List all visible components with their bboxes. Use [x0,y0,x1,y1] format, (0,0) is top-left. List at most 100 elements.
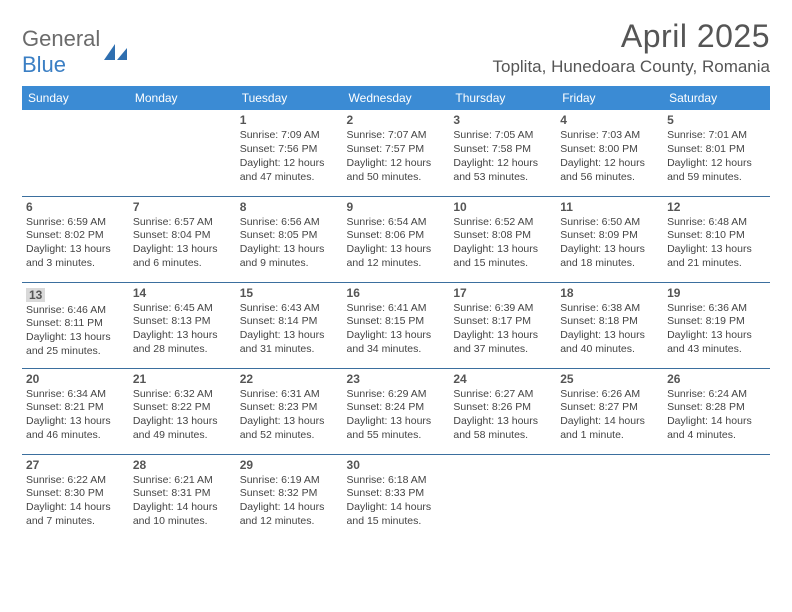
day-info: Sunrise: 6:48 AMSunset: 8:10 PMDaylight:… [667,216,766,271]
day-info: Sunrise: 6:24 AMSunset: 8:28 PMDaylight:… [667,388,766,443]
day-info: Sunrise: 6:57 AMSunset: 8:04 PMDaylight:… [133,216,232,271]
sunset-line: Sunset: 8:22 PM [133,401,232,415]
sunset-line: Sunset: 8:26 PM [453,401,552,415]
day-info: Sunrise: 6:46 AMSunset: 8:11 PMDaylight:… [26,304,125,359]
sunset-line: Sunset: 8:01 PM [667,143,766,157]
calendar-day: 10Sunrise: 6:52 AMSunset: 8:08 PMDayligh… [449,196,556,282]
calendar-day: 16Sunrise: 6:41 AMSunset: 8:15 PMDayligh… [343,282,450,368]
sunset-line: Sunset: 8:21 PM [26,401,125,415]
title-block: April 2025 Toplita, Hunedoara County, Ro… [492,18,770,77]
day-number: 3 [453,113,552,127]
daylight-line: Daylight: 13 hours and 55 minutes. [347,415,446,443]
calendar-day: 29Sunrise: 6:19 AMSunset: 8:32 PMDayligh… [236,454,343,540]
calendar-day: 5 Sunrise: 7:01 AMSunset: 8:01 PMDaylight… [663,110,770,196]
calendar-day: 23Sunrise: 6:29 AMSunset: 8:24 PMDayligh… [343,368,450,454]
day-number: 1 [240,113,339,127]
day-info: Sunrise: 7:05 AMSunset: 7:58 PMDaylight:… [453,129,552,184]
sunrise-line: Sunrise: 6:18 AM [347,474,446,488]
day-info: Sunrise: 7:01 AMSunset: 8:01 PMDaylight:… [667,129,766,184]
sunrise-line: Sunrise: 6:38 AM [560,302,659,316]
daylight-line: Daylight: 14 hours and 4 minutes. [667,415,766,443]
sunset-line: Sunset: 7:58 PM [453,143,552,157]
calendar-day: 21 Sunrise: 6:32 AMSunset: 8:22 PMDayligh… [129,368,236,454]
sunset-line: Sunset: 8:15 PM [347,315,446,329]
month-title: April 2025 [492,18,770,55]
day-info: Sunrise: 6:21 AMSunset: 8:31 PMDaylight:… [133,474,232,529]
sunset-line: Sunset: 8:33 PM [347,487,446,501]
sunset-line: Sunset: 8:24 PM [347,401,446,415]
day-number: 21 [133,372,232,386]
sunrise-line: Sunrise: 6:19 AM [240,474,339,488]
day-number: 2 [347,113,446,127]
day-header: Thursday [449,86,556,110]
calendar-day-empty [449,454,556,540]
sunrise-line: Sunrise: 6:56 AM [240,216,339,230]
day-info: Sunrise: 6:31 AMSunset: 8:23 PMDaylight:… [240,388,339,443]
calendar-day: 25Sunrise: 6:26 AMSunset: 8:27 PMDayligh… [556,368,663,454]
calendar-day: 28 Sunrise: 6:21 AMSunset: 8:31 PMDayligh… [129,454,236,540]
day-info: Sunrise: 6:18 AMSunset: 8:33 PMDaylight:… [347,474,446,529]
daylight-line: Daylight: 14 hours and 1 minute. [560,415,659,443]
day-info: Sunrise: 6:32 AMSunset: 8:22 PMDaylight:… [133,388,232,443]
calendar-day: 13Sunrise: 6:46 AMSunset: 8:11 PMDayligh… [22,282,129,368]
day-info: Sunrise: 6:39 AMSunset: 8:17 PMDaylight:… [453,302,552,357]
daylight-line: Daylight: 13 hours and 40 minutes. [560,329,659,357]
sunrise-line: Sunrise: 6:46 AM [26,304,125,318]
day-number: 10 [453,200,552,214]
day-number: 19 [667,286,766,300]
day-info: Sunrise: 6:50 AMSunset: 8:09 PMDaylight:… [560,216,659,271]
calendar-day: 4Sunrise: 7:03 AMSunset: 8:00 PMDaylight… [556,110,663,196]
day-number: 7 [133,200,232,214]
sunrise-line: Sunrise: 6:26 AM [560,388,659,402]
calendar-table: SundayMondayTuesdayWednesdayThursdayFrid… [22,86,770,540]
calendar-day: 17 Sunrise: 6:39 AMSunset: 8:17 PMDayligh… [449,282,556,368]
day-info: Sunrise: 6:34 AMSunset: 8:21 PMDaylight:… [26,388,125,443]
sunset-line: Sunset: 8:10 PM [667,229,766,243]
day-number: 6 [26,200,125,214]
sunrise-line: Sunrise: 7:05 AM [453,129,552,143]
day-number: 26 [667,372,766,386]
calendar-day: 30 Sunrise: 6:18 AMSunset: 8:33 PMDayligh… [343,454,450,540]
calendar-day: 18Sunrise: 6:38 AMSunset: 8:18 PMDayligh… [556,282,663,368]
day-number: 24 [453,372,552,386]
sunset-line: Sunset: 8:23 PM [240,401,339,415]
calendar-day-empty [22,110,129,196]
daylight-line: Daylight: 13 hours and 37 minutes. [453,329,552,357]
sunrise-line: Sunrise: 6:43 AM [240,302,339,316]
day-info: Sunrise: 6:22 AMSunset: 8:30 PMDaylight:… [26,474,125,529]
daylight-line: Daylight: 13 hours and 43 minutes. [667,329,766,357]
daylight-line: Daylight: 12 hours and 50 minutes. [347,157,446,185]
day-number: 30 [347,458,446,472]
daylight-line: Daylight: 14 hours and 7 minutes. [26,501,125,529]
calendar-day: 22Sunrise: 6:31 AMSunset: 8:23 PMDayligh… [236,368,343,454]
day-header: Tuesday [236,86,343,110]
calendar-day: 24Sunrise: 6:27 AMSunset: 8:26 PMDayligh… [449,368,556,454]
calendar-day: 2Sunrise: 7:07 AMSunset: 7:57 PMDaylight… [343,110,450,196]
calendar-day: 6Sunrise: 6:59 AMSunset: 8:02 PMDaylight… [22,196,129,282]
day-number: 29 [240,458,339,472]
day-info: Sunrise: 7:03 AMSunset: 8:00 PMDaylight:… [560,129,659,184]
page-header: General Blue April 2025 Toplita, Hunedoa… [22,18,770,78]
daylight-line: Daylight: 13 hours and 52 minutes. [240,415,339,443]
day-number: 20 [26,372,125,386]
daylight-line: Daylight: 12 hours and 53 minutes. [453,157,552,185]
sunrise-line: Sunrise: 7:03 AM [560,129,659,143]
brand-logo: General Blue [22,26,128,78]
sunrise-line: Sunrise: 6:27 AM [453,388,552,402]
location-subtitle: Toplita, Hunedoara County, Romania [492,57,770,77]
day-number: 18 [560,286,659,300]
day-info: Sunrise: 6:56 AMSunset: 8:05 PMDaylight:… [240,216,339,271]
day-number: 28 [133,458,232,472]
sunset-line: Sunset: 7:56 PM [240,143,339,157]
sunset-line: Sunset: 8:14 PM [240,315,339,329]
daylight-line: Daylight: 13 hours and 3 minutes. [26,243,125,271]
day-number: 5 [667,113,766,127]
calendar-day: 26 Sunrise: 6:24 AMSunset: 8:28 PMDayligh… [663,368,770,454]
sunrise-line: Sunrise: 6:34 AM [26,388,125,402]
day-header: Saturday [663,86,770,110]
day-number: 14 [133,286,232,300]
day-number: 15 [240,286,339,300]
calendar-day: 1Sunrise: 7:09 AMSunset: 7:56 PMDaylight… [236,110,343,196]
day-number: 17 [453,286,552,300]
daylight-line: Daylight: 12 hours and 47 minutes. [240,157,339,185]
